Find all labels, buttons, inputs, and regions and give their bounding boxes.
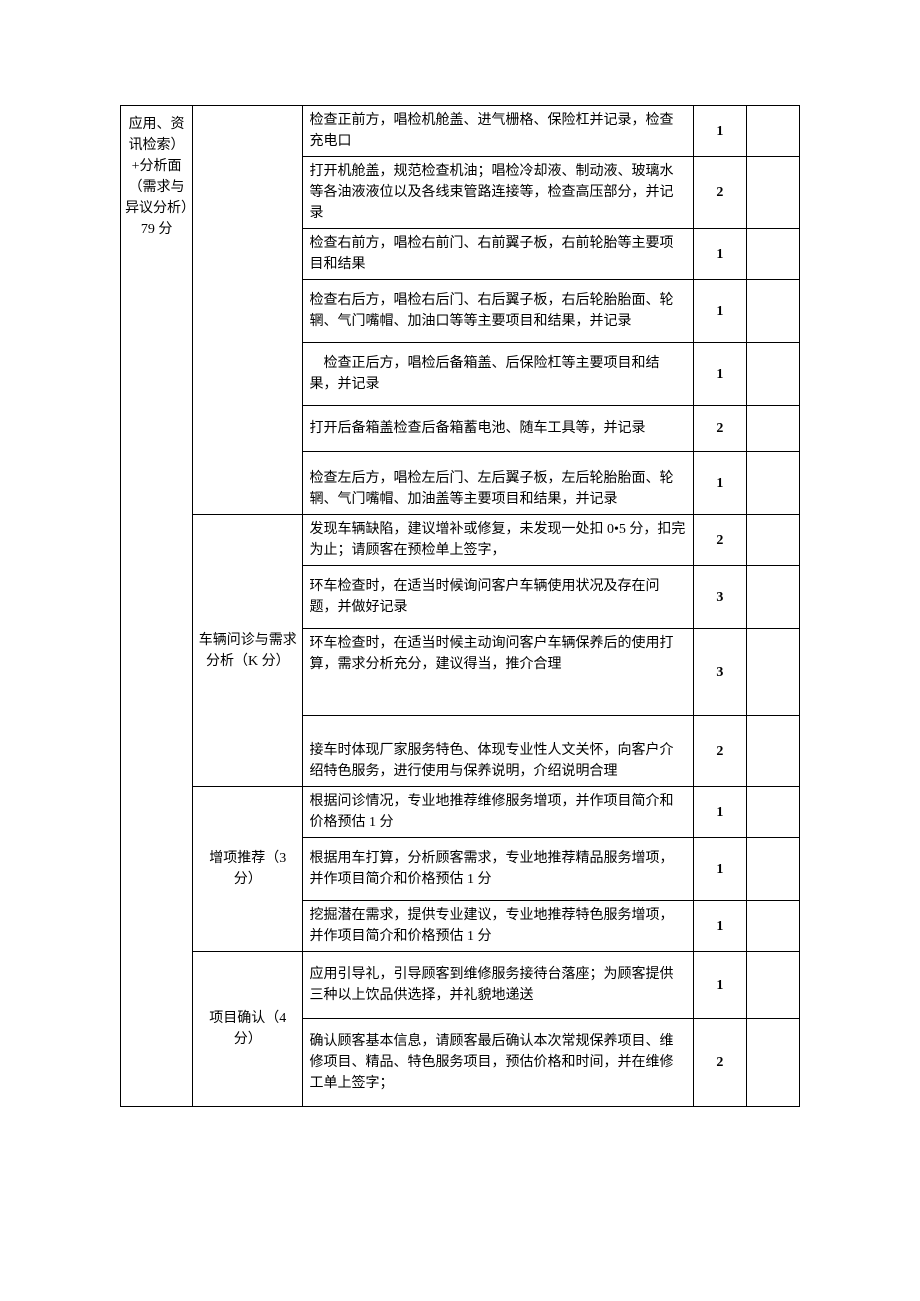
group-label: 项目确认（4 分） — [193, 952, 303, 1107]
criterion-desc: 应用引导礼，引导顾客到维修服务接待台落座；为顾客提供三种以上饮品供选择，并礼貌地… — [303, 952, 693, 1019]
blank-cell — [746, 629, 799, 716]
criterion-desc: 根据问诊情况，专业地推荐维修服务增项，并作项目简介和价格预估 1 分 — [303, 787, 693, 838]
blank-cell — [746, 787, 799, 838]
criterion-desc: 挖掘潜在需求，提供专业建议，专业地推荐特色服务增项，并作项目简介和价格预估 1 … — [303, 901, 693, 952]
section-header-cont — [121, 452, 193, 1107]
blank-cell — [746, 280, 799, 343]
blank-cell — [746, 952, 799, 1019]
group-label: 增项推荐（3 分） — [193, 787, 303, 952]
criterion-score: 2 — [693, 1019, 746, 1107]
criterion-score: 1 — [693, 452, 746, 515]
criterion-desc: 环车检查时，在适当时候询问客户车辆使用状况及存在问题，并做好记录 — [303, 566, 693, 629]
criterion-score: 1 — [693, 952, 746, 1019]
blank-cell — [746, 343, 799, 406]
scoring-table: 应用、资讯检索）+分析面（需求与异议分析）79 分 检查正前方，唱检机舱盖、进气… — [120, 105, 800, 1107]
blank-cell — [746, 157, 799, 229]
criterion-desc: 打开机舱盖，规范检查机油；唱检冷却液、制动液、玻璃水等各油液液位以及各线束管路连… — [303, 157, 693, 229]
criterion-desc: 接车时体现厂家服务特色、体现专业性人文关怀，向客户介绍特色服务，进行使用与保养说… — [303, 716, 693, 787]
group-label-empty — [193, 106, 303, 515]
blank-cell — [746, 515, 799, 566]
criterion-score: 3 — [693, 629, 746, 716]
criterion-score: 2 — [693, 515, 746, 566]
criterion-score: 3 — [693, 566, 746, 629]
table-row: 应用、资讯检索）+分析面（需求与异议分析）79 分 检查正前方，唱检机舱盖、进气… — [121, 106, 800, 157]
blank-cell — [746, 1019, 799, 1107]
criterion-desc: 检查右前方，唱检右前门、右前翼子板，右前轮胎等主要项目和结果 — [303, 229, 693, 280]
group-label: 车辆问诊与需求分析（K 分） — [193, 515, 303, 787]
criterion-desc: 发现车辆缺陷，建议增补或修复，未发现一处扣 0•5 分，扣完为止；请顾客在预检单… — [303, 515, 693, 566]
criterion-desc: 环车检查时，在适当时候主动询问客户车辆保养后的使用打算，需求分析充分，建议得当，… — [303, 629, 693, 716]
criterion-score: 2 — [693, 406, 746, 452]
criterion-score: 2 — [693, 157, 746, 229]
section-header: 应用、资讯检索）+分析面（需求与异议分析）79 分 — [121, 106, 193, 452]
blank-cell — [746, 229, 799, 280]
criterion-desc: 检查右后方，唱检右后门、右后翼子板，右后轮胎胎面、轮辋、气门嘴帽、加油口等等主要… — [303, 280, 693, 343]
criterion-score: 1 — [693, 106, 746, 157]
criterion-score: 1 — [693, 838, 746, 901]
blank-cell — [746, 838, 799, 901]
criterion-score: 1 — [693, 901, 746, 952]
criterion-score: 1 — [693, 343, 746, 406]
criterion-desc: 打开后备箱盖检查后备箱蓄电池、随车工具等，并记录 — [303, 406, 693, 452]
criterion-score: 1 — [693, 229, 746, 280]
blank-cell — [746, 716, 799, 787]
criterion-desc: 检查正前方，唱检机舱盖、进气栅格、保险杠并记录，检查充电口 — [303, 106, 693, 157]
criterion-desc: 根据用车打算，分析顾客需求，专业地推荐精品服务增项，并作项目简介和价格预估 1 … — [303, 838, 693, 901]
table-row: 车辆问诊与需求分析（K 分） 发现车辆缺陷，建议增补或修复，未发现一处扣 0•5… — [121, 515, 800, 566]
criterion-desc: 确认顾客基本信息，请顾客最后确认本次常规保养项目、维修项目、精品、特色服务项目，… — [303, 1019, 693, 1107]
blank-cell — [746, 406, 799, 452]
criterion-score: 1 — [693, 280, 746, 343]
blank-cell — [746, 106, 799, 157]
blank-cell — [746, 452, 799, 515]
criterion-desc: 检查正后方，唱检后备箱盖、后保险杠等主要项目和结果，并记录 — [303, 343, 693, 406]
criterion-score: 1 — [693, 787, 746, 838]
criterion-desc: 检查左后方，唱检左后门、左后翼子板，左后轮胎胎面、轮辋、气门嘴帽、加油盖等主要项… — [303, 452, 693, 515]
table-row: 增项推荐（3 分） 根据问诊情况，专业地推荐维修服务增项，并作项目简介和价格预估… — [121, 787, 800, 838]
table-row: 项目确认（4 分） 应用引导礼，引导顾客到维修服务接待台落座；为顾客提供三种以上… — [121, 952, 800, 1019]
criterion-score: 2 — [693, 716, 746, 787]
blank-cell — [746, 901, 799, 952]
blank-cell — [746, 566, 799, 629]
